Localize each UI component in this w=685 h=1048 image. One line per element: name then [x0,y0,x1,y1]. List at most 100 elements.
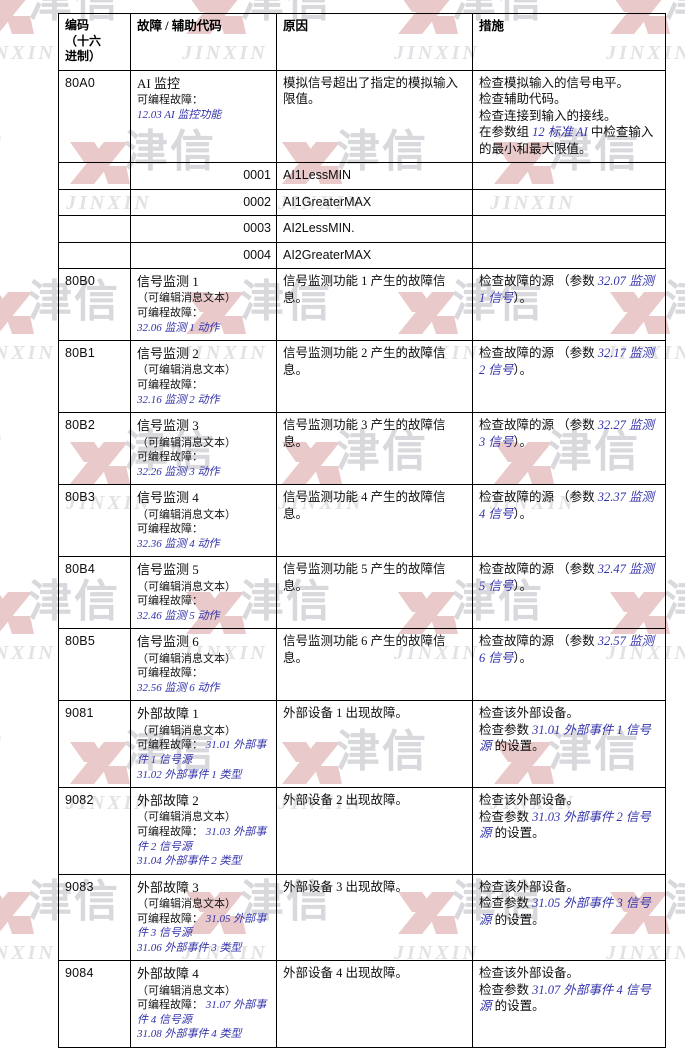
fault-title: 外部故障 1 [137,706,199,722]
cell-code: 9082 [58,787,131,875]
watermark-hanzi: 津信 [664,280,685,324]
cell-aux-code: 0003 [130,215,277,243]
code-head-line1: 编码 [65,18,90,32]
cell-fault: 外部故障 3 （可编辑消息文本） 可编程故障： 31.05 外部事件 3 信号源… [130,873,277,962]
fault-code-sheet: 编码 （十六 进制） 故障 / 辅助代码 原因 措施 80A0 AI 监控 可编… [58,13,666,1048]
cell-fault: 信号监测 1 （可编辑消息文本） 可编程故障： 32.06 监测 1 动作 [130,268,277,342]
fault-title: 信号监测 1 [137,274,199,290]
cell-aux-name: AI1GreaterMAX [276,188,473,217]
action-prefix: 检查参数 [479,982,533,997]
column-header-action: 措施 [472,13,666,71]
action-parameter-ref: 32.07 监测 1 信号 [479,274,655,305]
watermark-hanzi: 津信 [0,430,4,474]
action-parameter-ref: 32.37 监测 4 信号 [479,490,655,521]
fault-programmable-label: 可编程故障： [137,667,203,680]
action-parameter-ref: 31.03 外部事件 2 信号源 [479,809,651,841]
cell-action: 检查故障的源 （参数 32.17 监测 2 信号）。 [472,340,666,414]
fault-parameter-ref-2: 31.06 外部事件 3 类型 [137,941,242,954]
cell-fault: 信号监测 2 （可编辑消息文本） 可编程故障： 32.16 监测 2 动作 [130,340,277,414]
cell-code: 9083 [58,873,131,962]
cell-fault: AI 监控 可编程故障： 12.03 AI 监控功能 [130,69,277,164]
watermark-x-logo-icon [0,292,34,334]
cell-fault: 信号监测 6 （可编辑消息文本） 可编程故障： 32.56 监测 6 动作 [130,628,277,702]
fault-editable-note: （可编辑消息文本） [137,984,236,997]
action-line: 检查参数 31.05 外部事件 3 信号源 的设置。 [479,896,651,927]
action-suffix: ）。 [513,434,533,449]
action-prefix: 检查参数 [479,896,533,911]
cell-action: 检查模拟输入的信号电平。 检查辅助代码。 检查连接到输入的接线。 在参数组 12… [472,69,666,164]
cell-cause: 信号监测功能 3 产生的故障信息。 [276,412,473,486]
action-suffix: 的设置。 [491,826,545,841]
action-prefix: 在参数组 [479,125,533,140]
cell-code [58,215,131,243]
table-row: 80B2 信号监测 3 （可编辑消息文本） 可编程故障： 32.26 监测 3 … [58,412,666,486]
cell-code: 80B2 [58,412,131,486]
fault-editable-note: （可编辑消息文本） [137,364,236,377]
watermark-latin: JINXIN [0,342,56,364]
cell-cause: 外部设备 1 出现故障。 [276,700,473,789]
watermark-latin: JINXIN [0,42,56,64]
fault-programmable-block: 可编程故障： 31.03 外部事件 2 信号源 [137,825,271,854]
action-suffix: ）。 [513,578,533,593]
fault-title: AI 监控 [137,75,180,91]
table-row: 9082 外部故障 2 （可编辑消息文本） 可编程故障： 31.03 外部事件 … [58,787,666,875]
action-line: 检查该外部设备。 [479,966,580,981]
table-header: 编码 （十六 进制） 故障 / 辅助代码 原因 措施 [58,13,666,71]
fault-programmable-label: 可编程故障： [137,739,206,752]
action-parameter-ref: 31.01 外部事件 1 信号源 [479,722,651,754]
fault-programmable-label: 可编程故障： [137,595,203,608]
table-row: 80B4 信号监测 5 （可编辑消息文本） 可编程故障： 32.46 监测 5 … [58,556,666,630]
column-header-code: 编码 （十六 进制） [58,13,131,71]
fault-parameter-ref: 12.03 AI 监控功能 [137,108,222,121]
action-line: 检查该外部设备。 [479,706,580,721]
cell-fault: 外部故障 4 （可编辑消息文本） 可编程故障： 31.07 外部事件 4 信号源… [130,960,277,1048]
cell-cause: 信号监测功能 4 产生的故障信息。 [276,484,473,558]
cell-action: 检查故障的源 （参数 32.27 监测 3 信号）。 [472,412,666,486]
action-prefix: 检查故障的源 （参数 [479,346,598,361]
fault-title: 信号监测 3 [137,418,199,434]
fault-parameter-ref: 32.06 监测 1 动作 [137,321,220,334]
cell-cause: 信号监测功能 1 产生的故障信息。 [276,268,473,342]
table-row: 9084 外部故障 4 （可编辑消息文本） 可编程故障： 31.07 外部事件 … [58,960,666,1048]
watermark-hanzi: 津信 [664,880,685,924]
fault-editable-note: （可编辑消息文本） [137,724,236,737]
action-suffix: ）。 [513,506,533,521]
cell-action: 检查该外部设备。 检查参数 31.01 外部事件 1 信号源 的设置。 [472,700,666,789]
cell-fault: 信号监测 4 （可编辑消息文本） 可编程故障： 32.36 监测 4 动作 [130,484,277,558]
cell-cause: 信号监测功能 6 产生的故障信息。 [276,628,473,702]
table-row: 0004 AI2GreaterMAX [58,241,666,270]
cell-cause: 信号监测功能 2 产生的故障信息。 [276,340,473,414]
fault-title: 外部故障 3 [137,879,199,895]
cell-code [58,162,131,190]
fault-parameter-ref-2: 31.08 外部事件 4 类型 [137,1028,242,1041]
action-line: 检查辅助代码。 [479,92,567,107]
fault-parameter-ref: 32.36 监测 4 动作 [137,537,220,550]
fault-programmable-label: 可编程故障： [137,451,203,464]
fault-programmable-block: 可编程故障： 31.01 外部事件 1 信号源 [137,738,271,767]
cell-action: 检查故障的源 （参数 32.07 监测 1 信号）。 [472,268,666,342]
action-parameter-ref: 32.57 监测 6 信号 [479,634,655,665]
fault-programmable-label: 可编程故障： [137,307,203,320]
fault-parameter-ref: 31.01 外部事件 1 信号源 [137,739,267,766]
fault-title: 外部故障 4 [137,966,199,982]
action-line: 检查连接到输入的接线。 [479,108,617,123]
fault-editable-note: （可编辑消息文本） [137,436,236,449]
cell-action: 检查该外部设备。 检查参数 31.03 外部事件 2 信号源 的设置。 [472,787,666,875]
table-row: 80A0 AI 监控 可编程故障： 12.03 AI 监控功能 模拟信号超出了指… [58,69,666,164]
cell-aux-name: AI2GreaterMAX [276,241,473,270]
table-row: 0001 AI1LessMIN [58,162,666,190]
fault-parameter-ref: 32.56 监测 6 动作 [137,681,220,694]
action-prefix: 检查参数 [479,722,533,737]
fault-parameter-ref: 31.03 外部事件 2 信号源 [137,825,267,853]
fault-code-table: 编码 （十六 进制） 故障 / 辅助代码 原因 措施 80A0 AI 监控 可编… [58,13,666,1048]
action-prefix: 检查故障的源 （参数 [479,634,598,649]
fault-programmable-block: 可编程故障： 31.05 外部事件 3 信号源 [137,912,271,941]
fault-programmable-block: 可编程故障： 31.07 外部事件 4 信号源 [137,998,271,1027]
action-prefix: 检查参数 [479,809,533,824]
action-suffix: 的设置。 [491,739,545,754]
cell-action: 检查故障的源 （参数 32.37 监测 4 信号）。 [472,484,666,558]
table-body: 80A0 AI 监控 可编程故障： 12.03 AI 监控功能 模拟信号超出了指… [58,69,666,1048]
cell-cause: 模拟信号超出了指定的模拟输入限值。 [276,69,473,164]
action-prefix: 检查故障的源 （参数 [479,274,598,289]
